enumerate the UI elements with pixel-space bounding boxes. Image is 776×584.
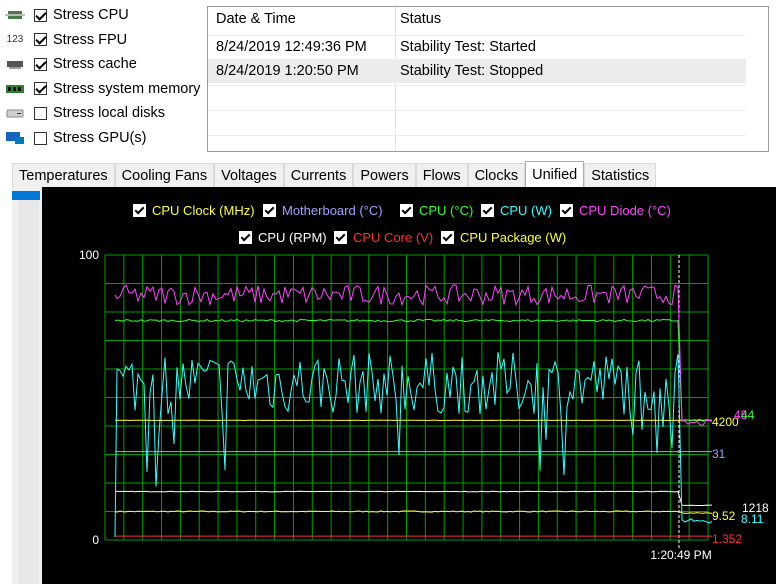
legend-label: Motherboard (°C) (282, 203, 383, 218)
stress-option-label[interactable]: Stress CPU (53, 7, 129, 23)
stress-option-row[interactable]: Stress GPU(s) (0, 126, 146, 150)
legend-item[interactable]: CPU (°C) (400, 203, 473, 218)
cpu-chip-icon (4, 7, 26, 23)
tab-currents[interactable]: Currents (283, 163, 354, 187)
series-end-value: 31 (712, 447, 726, 461)
log-time-cell: 8/24/2019 12:49:36 PM (216, 39, 367, 55)
legend-checkbox[interactable] (560, 204, 573, 217)
series-end-value: 1.352 (712, 532, 742, 546)
tab-flows[interactable]: Flows (415, 163, 468, 187)
series-line (114, 318, 713, 422)
memory-module-icon (4, 81, 26, 97)
y-tick-label: 0 (92, 533, 99, 547)
stress-option-row[interactable]: Stress cache (0, 52, 137, 76)
column-header-status[interactable]: Status (400, 11, 442, 27)
legend-checkbox[interactable] (400, 204, 413, 217)
row-divider (208, 35, 748, 36)
zoom-slider-track[interactable] (18, 195, 39, 584)
stress-checkbox[interactable] (34, 131, 47, 145)
legend-label: CPU (W) (500, 203, 552, 218)
numbers-123-icon: 123 (6, 34, 24, 46)
series-end-value: 45 (734, 408, 748, 422)
legend-label: CPU Package (W) (460, 230, 567, 245)
series-end-value: 44 (741, 408, 755, 422)
series-end-value: 1218 (742, 501, 769, 515)
series-end-value: 8.11 (741, 512, 764, 526)
legend-checkbox[interactable] (334, 231, 347, 244)
legend-item[interactable]: CPU Diode (°C) (560, 203, 671, 218)
legend-label: CPU Diode (°C) (579, 203, 671, 218)
tab-unified[interactable]: Unified (525, 161, 585, 187)
series-line (114, 284, 713, 426)
tab-voltages[interactable]: Voltages (214, 163, 284, 187)
stress-option-row[interactable]: Stress local disks (0, 101, 165, 125)
legend-checkbox[interactable] (481, 204, 494, 217)
chart-side-panel (12, 187, 42, 584)
legend-label: CPU (°C) (419, 203, 474, 218)
legend-item[interactable]: CPU Core (V) (334, 230, 433, 245)
tab-temperatures[interactable]: Temperatures (12, 163, 115, 187)
legend-checkbox[interactable] (263, 204, 276, 217)
log-scrollbar[interactable] (746, 7, 768, 151)
log-time-cell: 8/24/2019 1:20:50 PM (216, 63, 359, 79)
stress-option-row[interactable]: 123 Stress FPU (0, 28, 127, 52)
series-end-value: 4200 (712, 415, 739, 429)
x-time-label: 1:20:49 PM (650, 548, 711, 562)
stress-option-row[interactable]: Stress system memory (0, 77, 200, 101)
stress-checkbox[interactable] (34, 8, 47, 22)
unified-chart-panel: CPU Clock (MHz) Motherboard (°C) CPU (°C) C… (42, 187, 776, 584)
legend-item[interactable]: CPU Package (W) (441, 230, 566, 245)
monitor-gpu-icon (4, 130, 26, 146)
tab-clocks[interactable]: Clocks (467, 163, 526, 187)
legend-item[interactable]: CPU (W) (481, 203, 552, 218)
tab-statistics[interactable]: Statistics (584, 163, 657, 187)
legend-item[interactable]: CPU (RPM) (239, 230, 327, 245)
cache-chip-icon (4, 56, 26, 72)
column-header-date-time[interactable]: Date & Time (216, 11, 296, 27)
legend-checkbox[interactable] (441, 231, 454, 244)
stability-log-table: Date & Time Status 8/24/2019 12:49:36 PM… (207, 6, 769, 152)
log-status-cell: Stability Test: Stopped (400, 63, 544, 79)
series-line (114, 351, 713, 538)
row-divider (208, 110, 748, 111)
row-divider (208, 85, 748, 86)
stress-option-label[interactable]: Stress cache (53, 56, 137, 73)
legend-item[interactable]: Motherboard (°C) (263, 203, 383, 218)
series-end-value: 9.52 (712, 509, 736, 523)
legend-label: CPU (RPM) (258, 230, 327, 245)
row-divider (208, 135, 748, 136)
zoom-slider-thumb[interactable] (12, 191, 40, 200)
stress-checkbox[interactable] (34, 106, 47, 120)
disk-drive-icon (4, 105, 26, 121)
stress-option-label[interactable]: Stress GPU(s) (53, 130, 147, 146)
y-tick-label: 100 (79, 248, 99, 262)
log-row[interactable]: 8/24/2019 12:49:36 PM Stability Test: Sta… (208, 35, 748, 59)
series-line (114, 490, 713, 506)
legend-label: CPU Clock (MHz) (152, 203, 255, 218)
legend-label: CPU Core (V) (353, 230, 434, 245)
legend-checkbox[interactable] (133, 204, 146, 217)
legend-item[interactable]: CPU Clock (MHz) (133, 203, 255, 218)
series-line (114, 510, 713, 514)
tab-bar: Temperatures Cooling Fans Voltages Currents… (12, 161, 657, 187)
stress-checkbox[interactable] (34, 57, 47, 71)
log-row[interactable]: 8/24/2019 1:20:50 PM Stability Test: Stop… (208, 59, 748, 83)
tab-cooling-fans[interactable]: Cooling Fans (114, 163, 215, 187)
stress-checkbox[interactable] (34, 33, 47, 47)
stress-option-label[interactable]: Stress local disks (53, 105, 166, 122)
stress-option-label[interactable]: Stress FPU (53, 31, 128, 48)
log-status-cell: Stability Test: Started (400, 39, 536, 55)
tab-powers[interactable]: Powers (353, 163, 416, 187)
stress-option-row[interactable]: Stress CPU (0, 3, 129, 27)
stress-checkbox[interactable] (34, 82, 47, 96)
legend-checkbox[interactable] (239, 231, 252, 244)
stress-option-label[interactable]: Stress system memory (53, 80, 201, 97)
